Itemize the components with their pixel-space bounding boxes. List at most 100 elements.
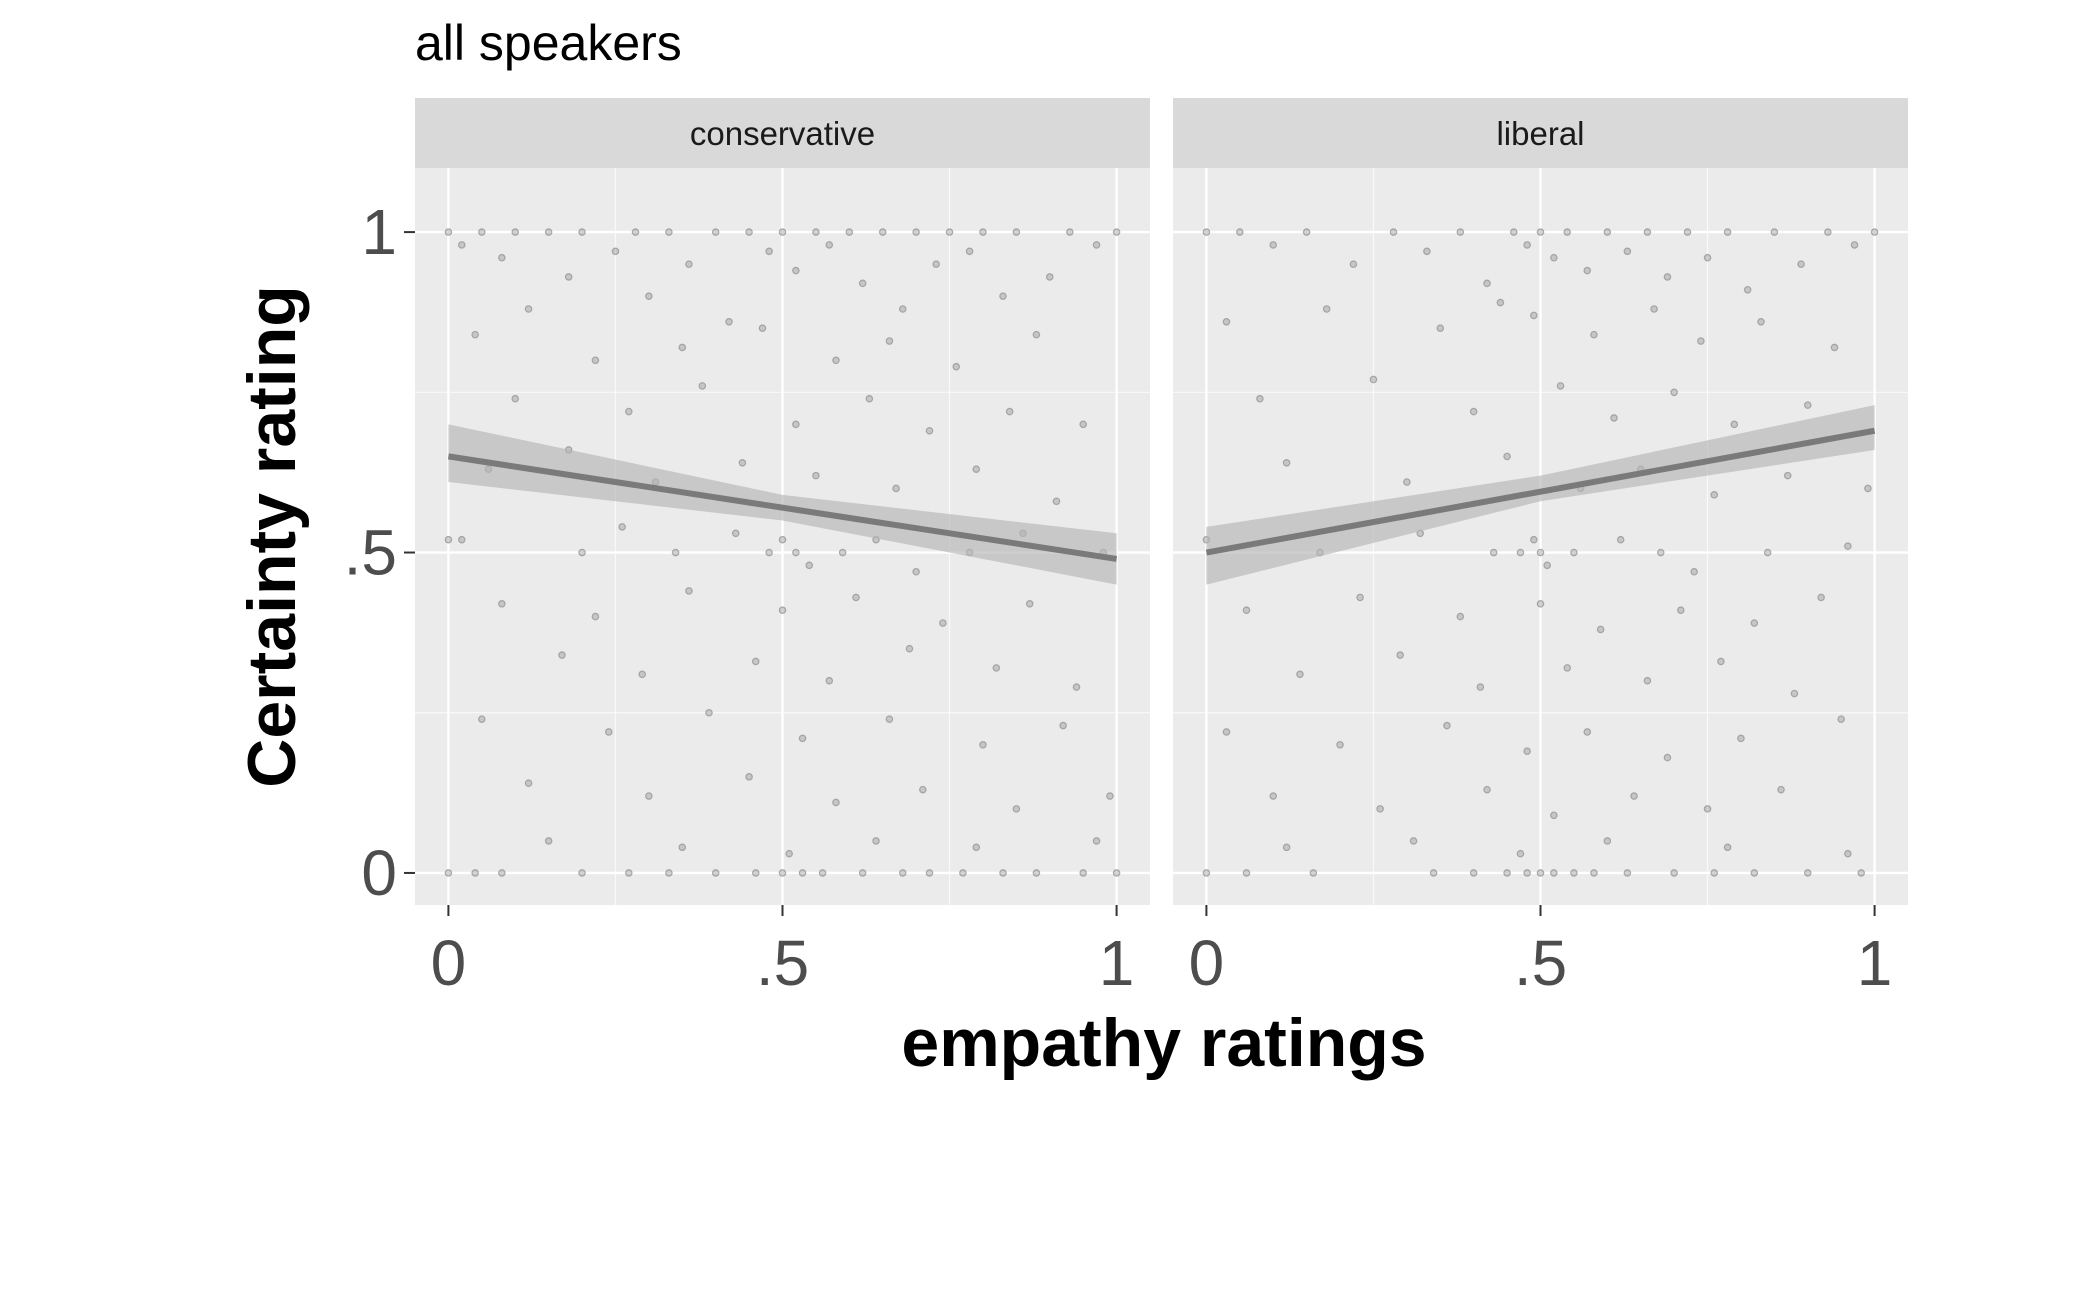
data-point <box>1059 721 1067 730</box>
data-point <box>1783 471 1792 480</box>
data-point <box>1282 843 1291 852</box>
data-point <box>1830 343 1839 352</box>
data-point <box>1456 228 1465 236</box>
data-point <box>972 843 981 852</box>
data-point <box>1269 792 1278 800</box>
data-point <box>444 535 453 544</box>
data-point <box>444 869 453 877</box>
data-point <box>1429 869 1438 877</box>
facet-strip-label: liberal <box>1496 115 1584 152</box>
data-point <box>444 228 453 236</box>
data-point <box>1683 228 1692 236</box>
data-point <box>578 228 586 236</box>
data-point <box>1717 657 1725 666</box>
data-point <box>792 420 800 429</box>
data-point <box>1202 869 1211 877</box>
data-point <box>578 869 586 877</box>
data-point <box>1703 805 1712 813</box>
confidence-band <box>1206 405 1875 585</box>
data-point <box>785 849 793 858</box>
data-point <box>1025 599 1034 608</box>
data-point <box>1837 715 1845 723</box>
data-point <box>1322 305 1331 313</box>
data-point <box>1797 260 1805 268</box>
data-point <box>1423 247 1431 256</box>
data-point <box>1750 869 1759 877</box>
data-point <box>638 670 646 679</box>
data-point <box>1550 811 1558 820</box>
data-point <box>1536 548 1545 557</box>
data-point <box>1436 324 1445 333</box>
data-point <box>498 869 506 877</box>
data-point <box>1844 849 1852 858</box>
data-point <box>1269 241 1278 249</box>
x-tick-label: 1 <box>1099 927 1135 999</box>
data-point <box>1570 548 1578 557</box>
data-point <box>685 260 693 268</box>
data-point <box>1112 228 1121 236</box>
data-point <box>1066 228 1074 236</box>
data-point <box>1870 228 1879 236</box>
data-point <box>1723 843 1732 852</box>
data-point <box>1616 535 1625 544</box>
data-point <box>825 676 834 685</box>
data-point <box>932 260 940 268</box>
data-point <box>765 548 773 557</box>
y-axis-ticks: 0.51 <box>344 196 415 909</box>
data-point <box>524 779 533 788</box>
data-point <box>745 773 753 781</box>
data-point <box>471 330 479 339</box>
data-point <box>852 593 860 602</box>
y-tick-label: .5 <box>344 517 397 589</box>
data-point <box>1012 228 1021 236</box>
data-point <box>1763 548 1772 557</box>
data-point <box>665 228 673 236</box>
data-point <box>1079 869 1087 877</box>
data-point <box>558 651 566 659</box>
data-point <box>1112 869 1121 877</box>
data-point <box>611 247 620 256</box>
data-point <box>1052 497 1061 506</box>
data-point <box>979 740 987 749</box>
data-point <box>1389 228 1398 236</box>
data-point <box>631 228 640 236</box>
data-point <box>845 228 854 236</box>
data-point <box>999 869 1007 877</box>
data-point <box>818 869 827 877</box>
data-point <box>1396 651 1404 659</box>
data-point <box>1697 337 1705 345</box>
data-point <box>471 869 479 877</box>
data-point <box>1650 305 1658 313</box>
x-tick-label: 0 <box>1189 927 1225 999</box>
data-point <box>999 292 1007 300</box>
trend-line <box>1205 427 1876 556</box>
data-point <box>1750 619 1759 627</box>
data-point <box>1550 869 1558 877</box>
data-point <box>1550 253 1558 262</box>
data-point <box>625 407 633 416</box>
data-point <box>705 708 713 717</box>
data-point <box>645 792 653 800</box>
data-point <box>1045 273 1054 281</box>
data-point <box>711 869 720 877</box>
data-point <box>858 279 867 288</box>
data-point <box>751 657 760 666</box>
data-point <box>1516 548 1525 557</box>
data-point <box>1443 721 1451 730</box>
data-point <box>959 869 967 877</box>
facet-strip <box>1173 98 1908 168</box>
data-point <box>945 228 954 236</box>
data-point <box>1079 420 1087 429</box>
data-point <box>758 324 767 333</box>
data-point <box>825 241 834 249</box>
data-point <box>1509 228 1518 236</box>
data-point <box>1369 375 1378 384</box>
data-point <box>457 241 466 249</box>
data-point <box>1242 606 1251 615</box>
data-point <box>544 837 553 845</box>
data-point <box>939 619 947 627</box>
data-point <box>778 535 787 544</box>
data-point <box>1643 676 1652 685</box>
data-point <box>711 228 720 236</box>
data-point <box>812 228 820 236</box>
